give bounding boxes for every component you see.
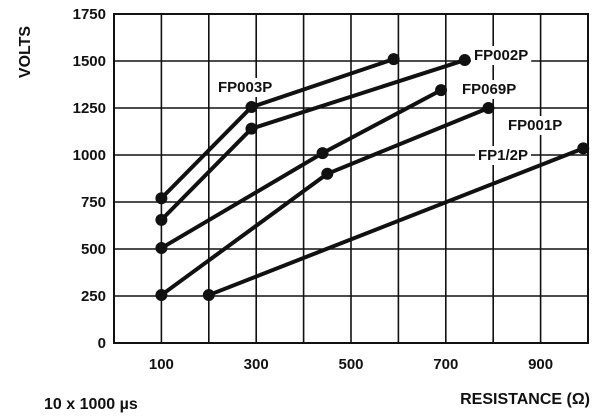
y-tick-label: 0: [98, 335, 106, 352]
y-tick-label: 1000: [73, 147, 106, 164]
series-label: FP069P: [462, 81, 516, 98]
series-fp1-2p: [202, 142, 590, 302]
y-tick-label: 1250: [73, 100, 106, 117]
series-line: [159, 58, 466, 222]
series-label: FP003P: [218, 79, 272, 96]
data-point: [435, 84, 448, 97]
data-point: [577, 142, 590, 155]
y-tick-labels: 0 250 500 750 1000 1250 1500 1750: [73, 6, 106, 352]
data-point: [316, 147, 329, 160]
series-label: FP001P: [508, 117, 562, 134]
series-fp001p: [155, 102, 495, 302]
series-line: [208, 146, 584, 297]
series-label: FP1/2P: [478, 147, 528, 164]
series-label-background: [505, 116, 566, 135]
x-axis-label: RESISTANCE (Ω): [460, 391, 590, 408]
data-point: [321, 167, 334, 180]
data-point: [458, 54, 471, 67]
x-tick-label: 500: [338, 356, 363, 373]
series-labels: FP003P FP002P FP069P FP001P FP1/2P: [215, 46, 566, 165]
plot-frame: [113, 13, 589, 344]
data-point: [155, 242, 168, 255]
series-label-background: [459, 80, 520, 99]
y-tick-label: 1500: [73, 53, 106, 70]
data-point: [155, 192, 168, 205]
data-point: [155, 213, 168, 226]
x-tick-label: 900: [528, 356, 553, 373]
data-point: [387, 53, 400, 66]
pulse-waveform-note: 10 x 1000 µs: [44, 396, 138, 413]
data-point: [245, 122, 258, 135]
y-axis-label: VOLTS: [17, 26, 34, 78]
series-label: FP002P: [474, 47, 528, 64]
x-tick-label: 700: [433, 356, 458, 373]
series-label-background: [475, 146, 532, 165]
series-fp069p: [155, 84, 448, 255]
data-point: [202, 289, 215, 302]
series-fp003p: [155, 53, 400, 205]
y-tick-label: 250: [81, 288, 106, 305]
x-tick-labels: 100 300 500 700 900: [149, 356, 553, 373]
data-point: [245, 101, 258, 114]
series-fp002p: [155, 54, 471, 226]
series-label-background: [215, 78, 276, 97]
data-point: [155, 289, 168, 302]
y-tick-label: 750: [81, 194, 106, 211]
series-lines: [155, 53, 590, 302]
y-tick-label: 1750: [73, 6, 106, 23]
y-tick-label: 500: [81, 241, 106, 258]
x-tick-label: 100: [149, 356, 174, 373]
data-point: [482, 102, 495, 114]
x-tick-label: 300: [244, 356, 269, 373]
series-label-background: [471, 46, 532, 65]
